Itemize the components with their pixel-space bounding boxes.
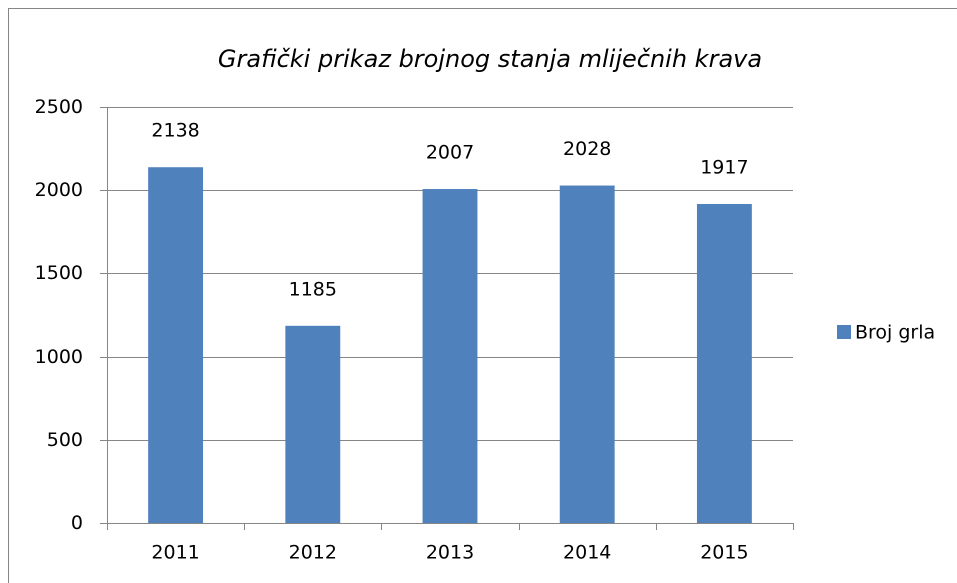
x-tick-label: 2013 [426, 542, 474, 564]
data-label: 2007 [426, 142, 474, 164]
legend-swatch [837, 325, 851, 339]
bar [285, 325, 341, 523]
chart-title: Grafički prikaz brojnog stanja mliječnih… [218, 45, 762, 73]
y-tick-label: 2000 [35, 179, 83, 201]
x-tick-label: 2015 [700, 542, 748, 564]
y-tick-label: 1500 [35, 262, 83, 284]
bar [559, 185, 615, 523]
data-label: 2138 [151, 120, 199, 142]
legend-label: Broj grla [855, 322, 935, 344]
x-tick-label: 2014 [563, 542, 611, 564]
y-tick-label: 500 [47, 429, 83, 451]
x-tick-label: 2012 [289, 542, 337, 564]
data-label: 2028 [563, 138, 611, 160]
y-tick-label: 1000 [35, 346, 83, 368]
bar [148, 167, 204, 523]
y-tick-label: 2500 [35, 96, 83, 118]
data-label: 1185 [289, 278, 337, 300]
bar [422, 189, 478, 523]
y-tick-label: 0 [71, 512, 83, 534]
data-label: 1917 [700, 157, 748, 179]
bar [696, 204, 752, 523]
x-tick-label: 2011 [151, 542, 199, 564]
